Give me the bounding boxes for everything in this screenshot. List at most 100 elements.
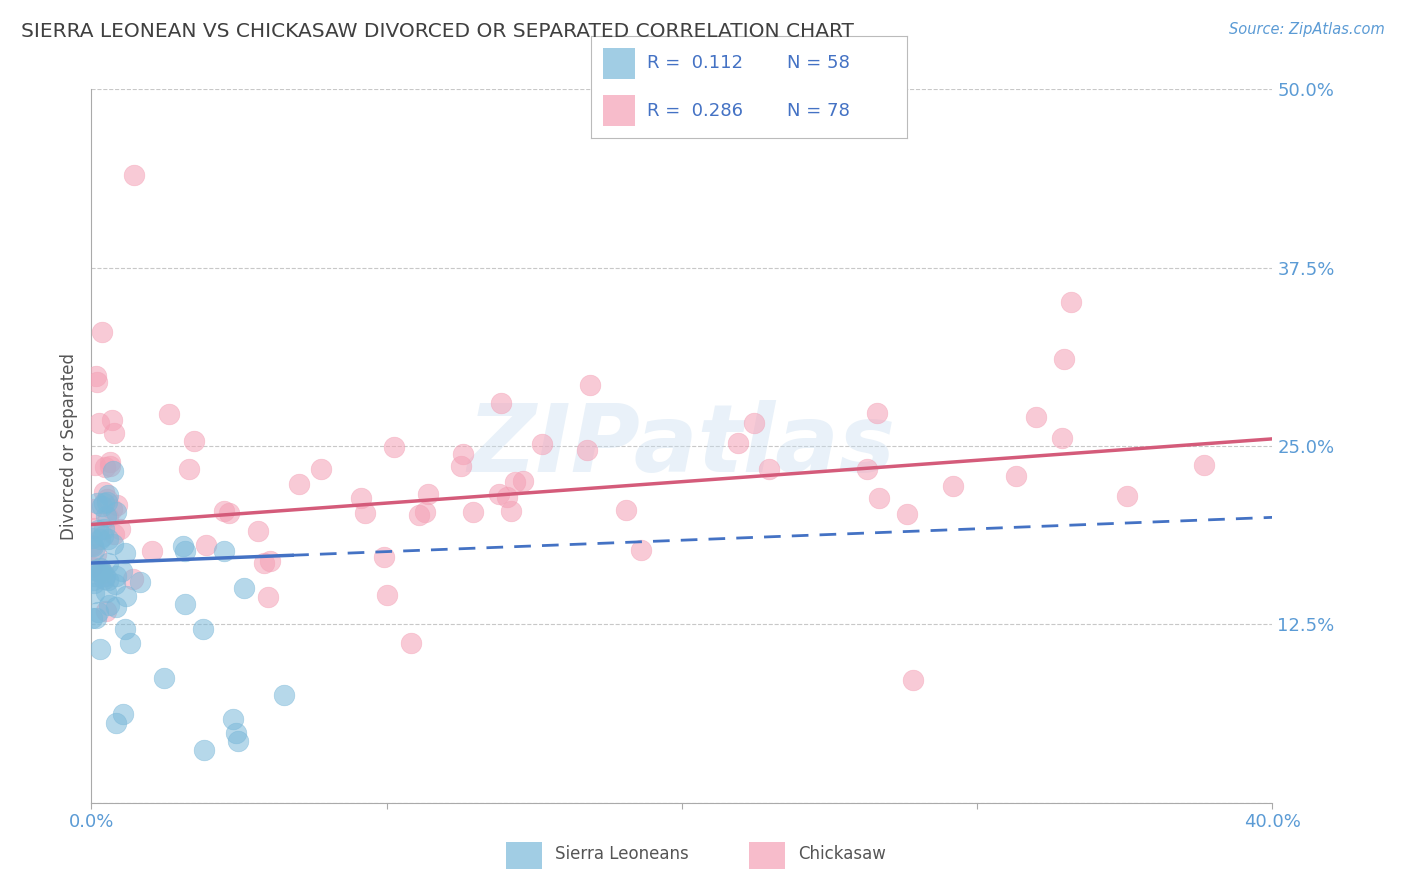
Point <box>98 459 121 474</box>
Point <box>375 588 398 602</box>
Point <box>83 458 105 472</box>
Point <box>226 734 249 748</box>
Point <box>82 573 104 587</box>
Point <box>97 573 120 587</box>
Text: Source: ZipAtlas.com: Source: ZipAtlas.com <box>1229 22 1385 37</box>
Point <box>93 573 115 587</box>
Point <box>104 576 127 591</box>
Point <box>80 611 103 625</box>
Point <box>868 491 890 506</box>
Point <box>98 455 121 469</box>
Point <box>1005 469 1028 483</box>
Point <box>82 532 104 546</box>
Point <box>463 505 485 519</box>
Point <box>744 416 766 430</box>
Point <box>96 509 118 524</box>
Point <box>222 712 245 726</box>
Point <box>83 576 105 591</box>
Point <box>114 622 136 636</box>
Point <box>174 544 197 558</box>
Point <box>1050 431 1073 445</box>
Point <box>86 375 108 389</box>
Point <box>214 503 236 517</box>
Point <box>408 508 430 522</box>
Point <box>93 484 115 499</box>
Point <box>157 407 180 421</box>
Point <box>855 462 877 476</box>
Point <box>451 447 474 461</box>
Bar <box>748 842 785 869</box>
Point <box>246 524 269 538</box>
Point <box>115 589 138 603</box>
Point <box>489 396 512 410</box>
Point <box>89 565 111 579</box>
Point <box>86 611 108 625</box>
Point <box>257 591 280 605</box>
Point <box>83 585 105 599</box>
Point <box>758 462 780 476</box>
Text: N = 58: N = 58 <box>787 54 849 72</box>
Bar <box>506 842 541 869</box>
Point <box>382 440 405 454</box>
Point <box>97 556 120 570</box>
Point <box>866 406 889 420</box>
Point <box>103 426 125 441</box>
Point <box>273 688 295 702</box>
Point <box>531 437 554 451</box>
Point <box>416 487 439 501</box>
Point <box>120 636 142 650</box>
Bar <box>603 48 636 78</box>
Point <box>173 597 195 611</box>
Point <box>373 549 395 564</box>
Y-axis label: Divorced or Separated: Divorced or Separated <box>59 352 77 540</box>
Point <box>96 491 118 506</box>
Point <box>575 442 598 457</box>
Point <box>83 542 105 557</box>
Point <box>450 458 472 473</box>
Point <box>942 479 965 493</box>
Point <box>112 706 135 721</box>
Point <box>96 495 118 509</box>
Point <box>110 522 132 536</box>
Point <box>233 581 256 595</box>
Point <box>104 568 127 582</box>
Point <box>86 605 108 619</box>
Point <box>105 505 128 519</box>
Point <box>194 537 217 551</box>
Point <box>503 475 526 490</box>
Text: R =  0.286: R = 0.286 <box>647 102 744 120</box>
Point <box>84 547 107 561</box>
Point <box>103 527 125 541</box>
Point <box>101 464 124 478</box>
Point <box>94 569 117 583</box>
Point <box>1052 351 1074 366</box>
Point <box>105 599 128 614</box>
Point <box>614 503 637 517</box>
Point <box>901 673 924 687</box>
Point <box>1025 410 1047 425</box>
Point <box>97 532 120 546</box>
Point <box>83 521 105 535</box>
Point <box>89 561 111 575</box>
Point <box>193 743 215 757</box>
Point <box>1116 489 1139 503</box>
Point <box>152 671 174 685</box>
Point <box>225 725 247 739</box>
Point <box>93 496 115 510</box>
Point <box>413 505 436 519</box>
Text: Chickasaw: Chickasaw <box>799 845 886 863</box>
Point <box>896 507 918 521</box>
Text: SIERRA LEONEAN VS CHICKASAW DIVORCED OR SEPARATED CORRELATION CHART: SIERRA LEONEAN VS CHICKASAW DIVORCED OR … <box>21 22 853 41</box>
Point <box>350 491 373 505</box>
Point <box>212 543 235 558</box>
Point <box>114 546 136 560</box>
Point <box>101 537 124 551</box>
Point <box>128 574 150 589</box>
Point <box>259 554 281 568</box>
Text: R =  0.112: R = 0.112 <box>647 54 744 72</box>
Point <box>488 487 510 501</box>
Point <box>84 563 107 577</box>
Point <box>80 502 103 516</box>
Text: Sierra Leoneans: Sierra Leoneans <box>555 845 689 863</box>
Point <box>90 325 112 339</box>
